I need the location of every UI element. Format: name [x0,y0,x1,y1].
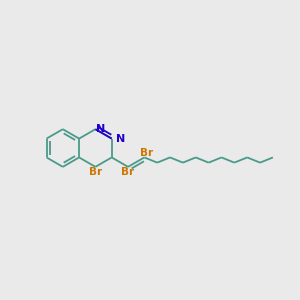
Text: Br: Br [122,167,135,177]
Text: N: N [116,134,125,144]
Text: Br: Br [89,167,102,177]
Text: N: N [96,124,106,134]
Text: Br: Br [140,148,153,158]
